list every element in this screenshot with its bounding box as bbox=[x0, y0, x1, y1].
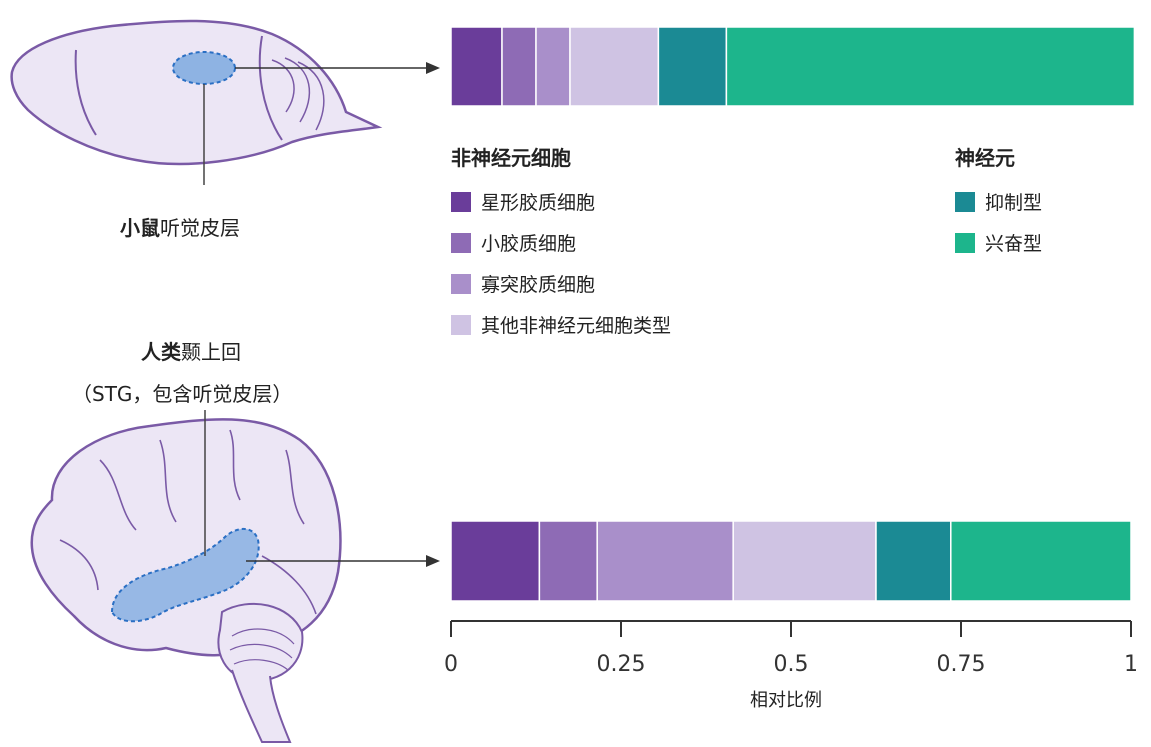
x-axis: 0 0.25 0.5 0.75 1 bbox=[444, 620, 1138, 677]
bar-segment-human-5 bbox=[950, 520, 1132, 602]
human-sulcus bbox=[229, 429, 241, 501]
mouse-brain-body bbox=[10, 19, 383, 166]
legend-neurons: 神经元 抑制型 兴奋型 bbox=[955, 142, 1042, 263]
legend-swatch bbox=[451, 273, 471, 294]
x-tick-label: 0 bbox=[444, 652, 458, 677]
x-tick-label: 1 bbox=[1124, 652, 1138, 677]
human-sulcus bbox=[159, 439, 177, 523]
human-label: 人类颞上回 bbox=[141, 336, 241, 365]
legend-swatch bbox=[451, 191, 471, 212]
legend-item-microglia: 小胶质细胞 bbox=[451, 222, 671, 263]
human-arrow-head bbox=[426, 555, 440, 567]
legend-swatch bbox=[955, 232, 975, 253]
bar-segment-mouse-5 bbox=[725, 26, 1136, 107]
human-sublabel: （STG，包含听觉皮层） bbox=[72, 382, 293, 406]
legend-item-label: 其他非神经元细胞类型 bbox=[481, 315, 672, 337]
x-tick-label: 0.5 bbox=[774, 652, 809, 677]
bar-segment-mouse-2 bbox=[535, 26, 571, 107]
x-tick-label: 0.75 bbox=[937, 652, 986, 677]
human-cerebellum-fold bbox=[229, 643, 293, 659]
human-brain-illustration bbox=[30, 410, 440, 743]
x-axis-label: 相对比例 bbox=[750, 690, 822, 711]
legend-item-label: 星形胶质细胞 bbox=[481, 192, 596, 214]
mouse-brain-fold-2 bbox=[258, 35, 283, 141]
human-sulcus bbox=[59, 539, 99, 591]
legend-swatch bbox=[955, 191, 975, 212]
human-stg-region bbox=[110, 528, 260, 623]
legend-neurons-title: 神经元 bbox=[955, 146, 1015, 170]
legend-non-neuronal-title: 非神经元细胞 bbox=[451, 146, 571, 170]
legend-item-other-non-neuronal: 其他非神经元细胞类型 bbox=[451, 304, 671, 345]
mouse-arrow-head bbox=[426, 62, 440, 74]
legend-swatch bbox=[451, 232, 471, 253]
bar-segment-mouse-4 bbox=[657, 26, 728, 107]
x-tick-label: 0.25 bbox=[597, 652, 646, 677]
human-label-species: 人类 bbox=[141, 340, 181, 364]
legend-item-inhibitory: 抑制型 bbox=[955, 181, 1042, 222]
human-brainstem bbox=[231, 669, 292, 743]
legend-item-label: 寡突胶质细胞 bbox=[481, 274, 596, 296]
bar-segment-mouse-0 bbox=[450, 26, 503, 107]
mouse-brain-fold-1 bbox=[74, 49, 97, 136]
bar-segment-human-2 bbox=[596, 520, 734, 602]
legend-item-label: 抑制型 bbox=[985, 192, 1043, 214]
mouse-cerebellum-fold bbox=[284, 57, 311, 123]
mouse-label: 小鼠听觉皮层 bbox=[120, 212, 240, 241]
mouse-auditory-cortex-region bbox=[172, 51, 236, 85]
human-label-region: 颞上回 bbox=[181, 340, 241, 364]
bar-segment-mouse-3 bbox=[569, 26, 660, 107]
legend-item-oligodendrocyte: 寡突胶质细胞 bbox=[451, 263, 671, 304]
legend-item-label: 兴奋型 bbox=[985, 233, 1043, 255]
mouse-brain-illustration bbox=[10, 19, 440, 185]
stacked-bars bbox=[450, 26, 1136, 602]
human-cerebellum-fold bbox=[231, 628, 295, 645]
human-sulcus bbox=[99, 459, 137, 531]
human-cerebellum bbox=[217, 602, 304, 682]
bar-segment-human-3 bbox=[732, 520, 877, 602]
legend-non-neuronal: 非神经元细胞 星形胶质细胞 小胶质细胞 寡突胶质细胞 其他非神经元细胞类型 bbox=[451, 142, 671, 345]
bar-segment-human-1 bbox=[538, 520, 598, 602]
bar-segment-human-0 bbox=[450, 520, 541, 602]
mouse-label-region: 听觉皮层 bbox=[160, 216, 240, 240]
human-cerebellum-fold bbox=[233, 659, 289, 671]
bar-segment-mouse-1 bbox=[501, 26, 537, 107]
mouse-cerebellum-fold bbox=[271, 59, 295, 113]
bar-segment-human-4 bbox=[875, 520, 952, 602]
legend-item-label: 小胶质细胞 bbox=[481, 233, 577, 255]
legend-item-astrocyte: 星形胶质细胞 bbox=[451, 181, 671, 222]
mouse-label-species: 小鼠 bbox=[120, 216, 160, 240]
legend-item-excitatory: 兴奋型 bbox=[955, 222, 1042, 263]
legend-swatch bbox=[451, 314, 471, 335]
human-sulcus bbox=[285, 449, 305, 525]
mouse-cerebellum-fold bbox=[297, 61, 325, 131]
